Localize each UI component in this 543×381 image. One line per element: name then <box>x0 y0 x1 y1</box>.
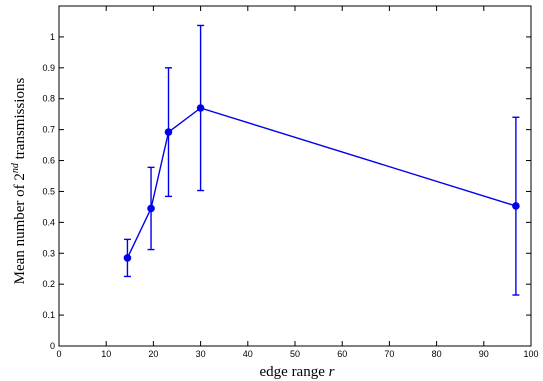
x-tick-label: 0 <box>56 349 61 359</box>
x-tick-label: 50 <box>290 349 300 359</box>
y-tick-label: 0.9 <box>42 63 55 73</box>
x-axis-label: edge range r <box>260 364 335 380</box>
y-tick-label: 0.1 <box>42 310 55 320</box>
axes <box>58 5 532 347</box>
y-tick-label: 0 <box>50 341 55 351</box>
y-tick-label: 0.4 <box>42 217 55 227</box>
y-tick-label: 0.8 <box>42 94 55 104</box>
x-tick-label: 90 <box>479 349 489 359</box>
y-tick-label: 0.6 <box>42 156 55 166</box>
x-tick-label: 100 <box>523 349 538 359</box>
y-tick-label: 0.2 <box>42 279 55 289</box>
x-tick-label: 40 <box>243 349 253 359</box>
data-point <box>123 254 132 262</box>
y-tick-label: 0.5 <box>42 186 55 196</box>
x-tick-label: 10 <box>101 349 111 359</box>
x-tick-label: 20 <box>148 349 158 359</box>
series-line <box>126 107 517 259</box>
x-tick-label: 70 <box>384 349 394 359</box>
data-point <box>147 204 155 213</box>
y-tick-label: 1 <box>50 32 55 42</box>
x-tick-label: 30 <box>196 349 206 359</box>
data-point <box>196 104 205 112</box>
ticks: 0 10 20 30 40 50 60 70 80 90 100 0 0.1 0.2 0.3 0.4 0.5 0.… <box>42 6 539 359</box>
x-tick-label: 80 <box>432 349 442 359</box>
data-point <box>164 128 173 136</box>
data-point <box>512 202 520 210</box>
y-tick-label: 0.3 <box>42 248 55 258</box>
y-tick-label: 0.7 <box>42 125 55 135</box>
plot-frame <box>58 5 532 347</box>
y-axis-label: Mean number of 2nd transmissions <box>10 78 28 285</box>
x-tick-label: 60 <box>337 349 347 359</box>
data-series <box>123 24 520 296</box>
